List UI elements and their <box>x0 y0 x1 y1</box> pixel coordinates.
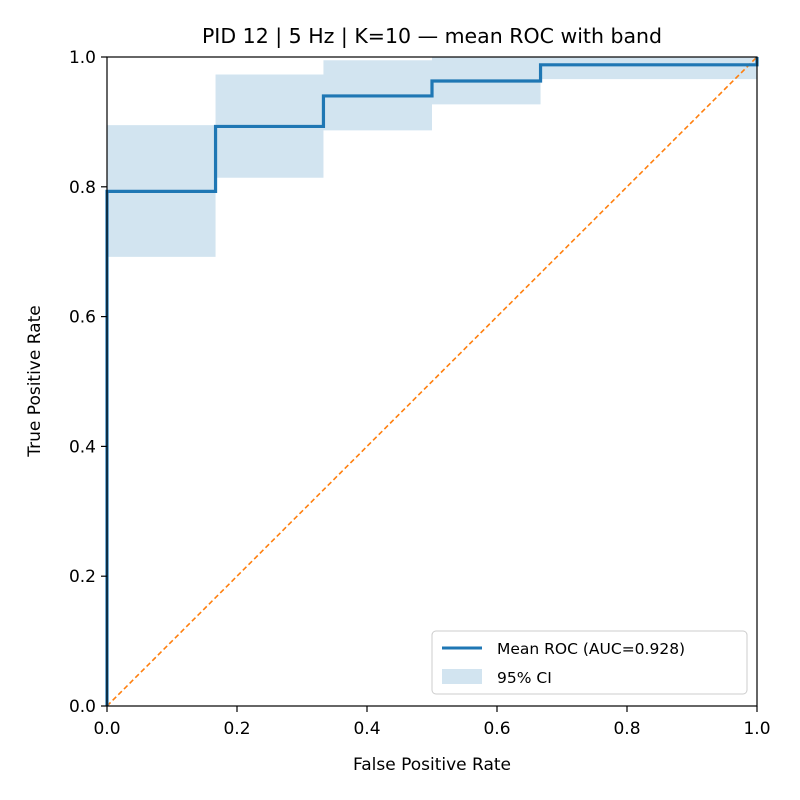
series-layer <box>105 57 759 706</box>
y-tick-label: 0.0 <box>69 697 96 717</box>
y-tick-label: 1.0 <box>69 48 96 68</box>
x-axis: 0.0 0.2 0.4 0.6 0.8 1.0 <box>93 706 771 739</box>
y-axis-title: True Positive Rate <box>25 305 45 457</box>
y-axis: 0.0 0.2 0.4 0.6 0.8 1.0 <box>69 48 107 717</box>
chance-line <box>106 56 758 707</box>
x-tick-label: 0.2 <box>223 719 250 739</box>
x-axis-title: False Positive Rate <box>353 755 511 775</box>
legend: Mean ROC (AUC=0.928) 95% CI <box>431 630 748 695</box>
y-tick-label: 0.4 <box>69 437 96 457</box>
x-tick-label: 0.8 <box>613 719 640 739</box>
y-tick-label: 0.2 <box>69 567 96 587</box>
legend-box <box>431 630 748 695</box>
legend-swatch-ci <box>442 669 482 684</box>
chart-title: PID 12 | 5 Hz | K=10 — mean ROC with ban… <box>202 24 662 49</box>
y-tick-label: 0.6 <box>69 308 96 328</box>
reference-layer <box>106 56 758 707</box>
x-tick-label: 0.4 <box>353 719 380 739</box>
series-line-mean-roc <box>105 57 759 706</box>
legend-label-ci: 95% CI <box>497 669 552 687</box>
x-tick-label: 1.0 <box>743 719 770 739</box>
ci-band-layer <box>107 57 757 257</box>
x-tick-label: 0.6 <box>483 719 510 739</box>
y-tick-label: 0.8 <box>69 178 96 198</box>
legend-label-mean-roc: Mean ROC (AUC=0.928) <box>497 640 685 658</box>
ci-band <box>107 57 757 257</box>
plot-frame <box>106 56 758 707</box>
x-tick-label: 0.0 <box>93 719 120 739</box>
